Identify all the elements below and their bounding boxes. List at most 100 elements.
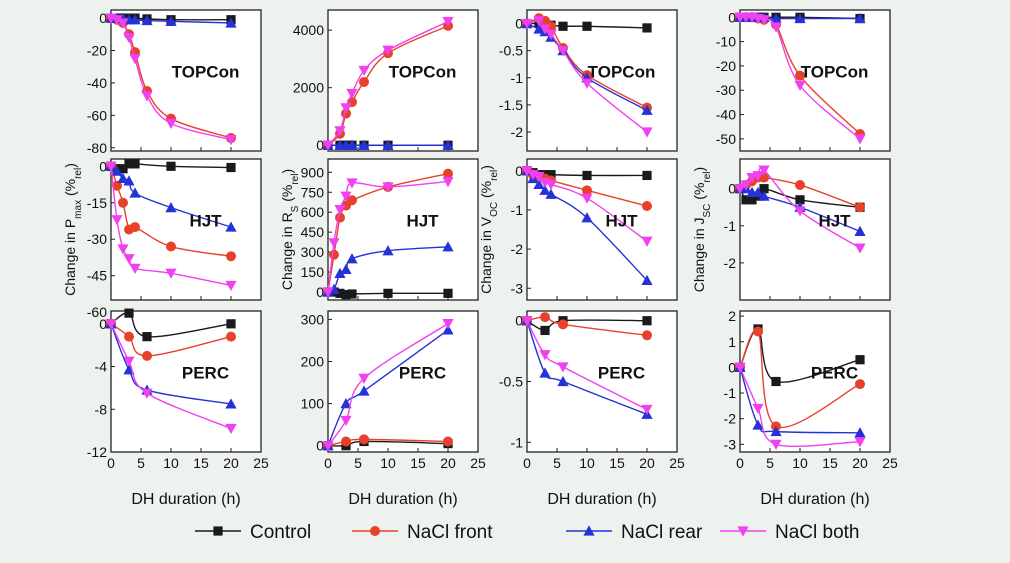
y-tick-label: 0: [99, 158, 107, 174]
data-point: [111, 15, 123, 26]
series-nacl-both: [734, 12, 866, 145]
data-point: [226, 331, 236, 342]
data-point: [533, 23, 545, 34]
data-point: [141, 91, 153, 102]
data-point: [854, 225, 866, 236]
data-point: [558, 319, 568, 330]
data-point: [117, 244, 129, 255]
data-point: [124, 159, 134, 169]
x-tick-label: 0: [736, 455, 744, 471]
y-tick-label: 0: [515, 16, 523, 32]
y-tick-label: -40: [716, 107, 736, 123]
y-tick-label: -60: [87, 107, 107, 123]
data-point: [734, 362, 746, 373]
data-point: [225, 17, 237, 28]
series-nacl-rear: [322, 139, 454, 150]
data-point: [758, 15, 770, 26]
plot-frame: [739, 158, 891, 301]
data-point: [546, 170, 556, 180]
data-point: [740, 180, 752, 191]
x-tick-label: 15: [193, 455, 209, 471]
x-tick-label: 15: [410, 455, 426, 471]
plot-frame: [526, 310, 678, 453]
data-point: [142, 332, 152, 342]
data-point: [759, 172, 769, 183]
data-point: [226, 162, 236, 173]
panel-topcon-0-3: 0 -10 -20 -30 -40 -50 TOPCon: [716, 9, 891, 152]
y-tick-label: 0: [728, 181, 736, 197]
data-point: [795, 70, 805, 81]
data-point: [521, 18, 533, 30]
data-point: [346, 178, 358, 189]
data-point: [642, 23, 652, 33]
y-tick-label: -3: [511, 280, 524, 296]
data-point: [734, 184, 746, 195]
data-point: [142, 350, 152, 361]
x-tick-label: 15: [609, 455, 625, 471]
data-point: [753, 326, 763, 337]
series-nacl-both: [322, 319, 454, 452]
plot-frame: [110, 9, 262, 152]
y-tick-label: -2: [511, 124, 524, 140]
data-point: [741, 195, 751, 205]
data-point: [359, 434, 369, 445]
data-point: [540, 325, 550, 336]
y-tick-label: -8: [95, 401, 108, 417]
y-tick-label: 1: [728, 334, 736, 350]
y-axis-label: Change in RS (%rel): [279, 169, 301, 290]
data-point: [340, 397, 352, 409]
data-point: [539, 367, 551, 378]
data-point: [129, 263, 141, 274]
legend-label: NaCl front: [407, 522, 493, 543]
y-tick-label: -30: [87, 231, 107, 247]
data-point: [442, 139, 454, 150]
data-point: [226, 319, 236, 329]
data-point: [358, 65, 370, 77]
x-tick-label: 20: [639, 455, 655, 471]
x-tick-label: 10: [579, 455, 595, 471]
data-point: [334, 267, 346, 278]
y-tick-label: -1.5: [499, 97, 523, 113]
x-tick-label: 20: [440, 455, 456, 471]
panel-label: PERC: [811, 364, 858, 383]
y-tick-label: -2: [724, 255, 737, 271]
x-tick-label: 25: [882, 455, 898, 471]
data-point: [442, 177, 454, 188]
panel-perc-2-2: 0 5 10 15 20 25 0 -0.5 -1 PERC DH duration (h): [499, 310, 685, 508]
panel-label: HJT: [605, 212, 638, 231]
data-point: [117, 18, 129, 29]
y-tick-label: -0.5: [499, 43, 523, 59]
data-point: [165, 202, 177, 213]
data-point: [795, 195, 805, 205]
data-point: [346, 253, 358, 264]
data-point: [443, 436, 453, 447]
data-point: [855, 355, 865, 365]
x-tick-label: 20: [852, 455, 868, 471]
data-point: [770, 439, 782, 450]
series-line: [739, 367, 861, 434]
data-point: [770, 12, 782, 24]
y-tick-label: 2: [728, 308, 736, 324]
data-point: [854, 427, 866, 438]
y-tick-label: -80: [87, 140, 107, 156]
y-tick-label: -45: [87, 268, 107, 284]
data-point: [347, 195, 357, 206]
data-point: [747, 195, 757, 205]
data-point: [346, 139, 358, 150]
data-point: [521, 316, 533, 327]
panel-perc-2-0: 0 5 10 15 20 25 0 -4 -8 -12 PERC DH duration (h): [87, 308, 269, 508]
x-tick-label: 0: [107, 455, 115, 471]
chart-panels: 0-20-40-60-80TOPCon020004000TOPCon0-0.5-…: [62, 9, 898, 508]
y-tick-label: 0: [515, 163, 523, 179]
data-point: [340, 103, 352, 114]
y-tick-label: 300: [301, 311, 325, 327]
series-nacl-front: [106, 318, 236, 361]
legend-marker: [583, 525, 595, 536]
x-axis-label: DH duration (h): [760, 491, 869, 508]
panel-topcon-0-1: 0 2000 4000 TOPCon: [293, 9, 479, 153]
data-point: [582, 185, 592, 196]
data-point: [118, 197, 128, 208]
data-point: [358, 385, 370, 396]
data-point: [759, 184, 769, 194]
